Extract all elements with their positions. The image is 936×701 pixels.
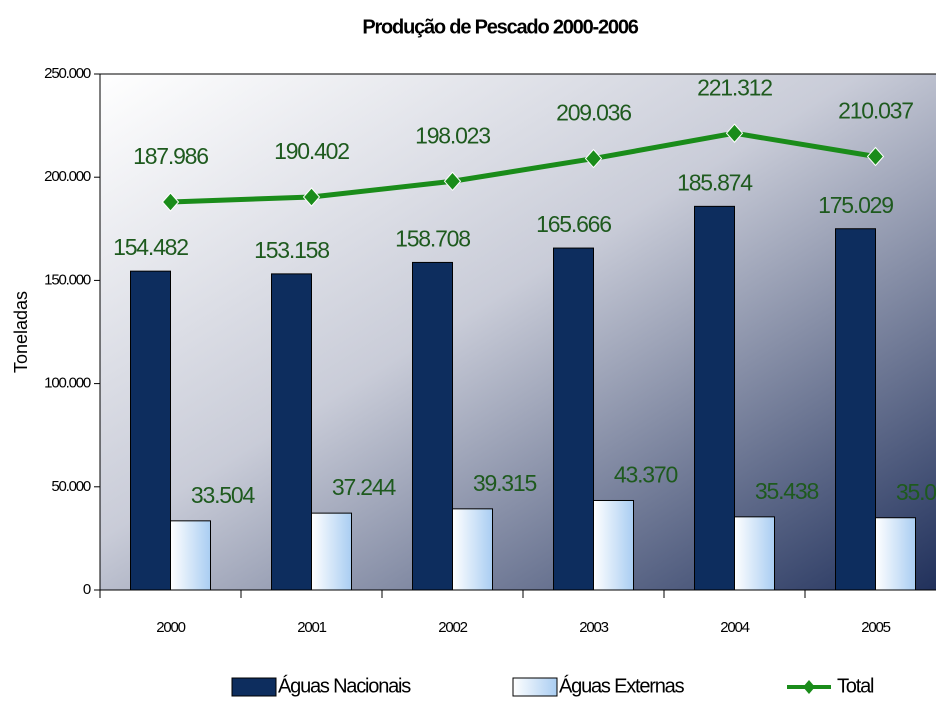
- chart-title: Produção de Pescado 2000-2006: [362, 16, 638, 38]
- x-tick-label: 2003: [579, 619, 608, 636]
- y-tick-label: 100.000: [44, 375, 91, 392]
- data-label: 209.036: [556, 100, 631, 126]
- line-marker: [161, 192, 180, 212]
- data-label: 35.008: [896, 479, 936, 505]
- bar: [452, 508, 493, 591]
- y-tick-label: 250.000: [44, 65, 91, 82]
- y-tick-label: 150.000: [44, 271, 91, 288]
- line-marker: [302, 187, 321, 207]
- bar: [593, 499, 634, 591]
- line: [170, 130, 876, 205]
- y-tick-label: 50.000: [51, 478, 91, 495]
- x-tick-label: 2004: [720, 619, 749, 636]
- bar: [130, 270, 171, 591]
- line-marker: [725, 123, 744, 143]
- data-label: 175.029: [818, 192, 893, 218]
- data-label: 187.986: [133, 143, 208, 169]
- data-label: 165.666: [536, 211, 611, 237]
- bar: [170, 520, 211, 591]
- y-tick-label: 0: [83, 581, 91, 598]
- data-label: 154.482: [113, 234, 188, 260]
- legend-label: Águas Nacionais: [278, 674, 411, 697]
- data-label: 33.504: [191, 482, 256, 508]
- bar: [311, 512, 352, 591]
- data-label: 158.708: [395, 226, 470, 252]
- data-label: 37.244: [332, 474, 397, 500]
- y-tick-label: 200.000: [44, 168, 91, 185]
- line-marker: [866, 146, 885, 167]
- bar: [271, 273, 312, 591]
- data-label: 190.402: [274, 138, 349, 164]
- x-tick-label: 2001: [297, 619, 326, 636]
- line-marker: [584, 148, 603, 169]
- legend-label: Total: [837, 675, 874, 697]
- y-axis-label: Toneladas: [11, 291, 31, 373]
- data-label: 221.312: [697, 74, 772, 100]
- bar: [694, 205, 735, 591]
- bar: [734, 516, 775, 591]
- bar: [835, 228, 876, 591]
- data-label: 43.370: [614, 462, 678, 488]
- data-label: 153.158: [254, 237, 329, 263]
- data-label: 198.023: [415, 122, 490, 148]
- bar: [875, 517, 916, 591]
- legend-swatch: [803, 680, 815, 694]
- data-label: 210.037: [838, 98, 913, 124]
- x-tick-label: 2000: [156, 619, 185, 636]
- x-tick-label: 2005: [861, 619, 890, 636]
- x-tick-label: 2002: [438, 619, 467, 636]
- data-label: 185.874: [677, 169, 753, 195]
- bar: [412, 261, 453, 591]
- legend-swatch: [231, 677, 277, 697]
- data-label: 39.315: [473, 470, 537, 496]
- legend-label: Águas Externas: [559, 674, 685, 697]
- bar: [553, 247, 594, 591]
- legend-swatch: [512, 677, 558, 697]
- data-label: 35.438: [755, 478, 819, 504]
- line-marker: [443, 171, 462, 192]
- plot-area: [99, 73, 936, 591]
